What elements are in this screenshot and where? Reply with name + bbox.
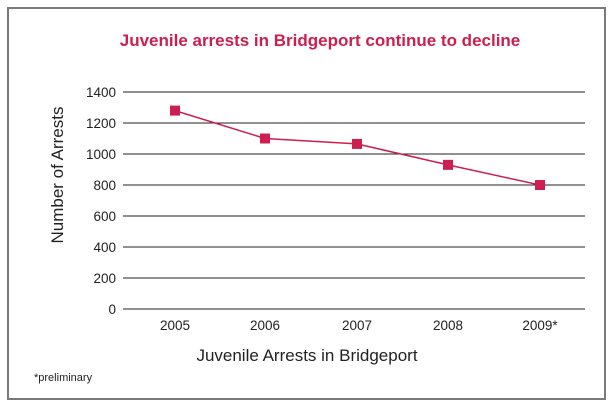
data-point-2008 xyxy=(443,159,453,170)
gridlines xyxy=(123,91,585,310)
chart-title: Juvenile arrests in Bridgeport continue … xyxy=(120,31,521,50)
x-tick-labels: 2005 2006 2007 2008 2009* xyxy=(160,318,558,333)
y-tick-label: 800 xyxy=(93,178,116,193)
y-tick-labels: 0 200 400 600 800 1000 1200 1400 xyxy=(86,85,116,317)
data-point-2005 xyxy=(170,105,180,116)
x-axis-label: Juvenile Arrests in Bridgeport xyxy=(196,346,417,365)
x-tick-label: 2006 xyxy=(250,318,280,333)
series-line xyxy=(170,105,545,190)
y-tick-label: 400 xyxy=(93,240,116,255)
x-tick-label: 2008 xyxy=(433,318,463,333)
data-point-2006 xyxy=(260,133,270,144)
y-tick-label: 1400 xyxy=(86,85,116,100)
x-tick-label: 2009* xyxy=(522,318,558,333)
y-tick-label: 1000 xyxy=(86,147,116,162)
y-tick-label: 1200 xyxy=(86,116,116,131)
footnote: *preliminary xyxy=(34,372,93,384)
y-axis-label: Number of Arrests xyxy=(48,107,67,244)
y-tick-label: 200 xyxy=(93,271,116,286)
data-point-2009 xyxy=(535,180,545,190)
x-tick-label: 2007 xyxy=(342,318,372,333)
y-tick-label: 600 xyxy=(93,209,116,224)
x-tick-label: 2005 xyxy=(160,318,190,333)
y-tick-label: 0 xyxy=(108,302,116,317)
chart-frame xyxy=(7,7,606,400)
data-point-2007 xyxy=(352,138,362,149)
